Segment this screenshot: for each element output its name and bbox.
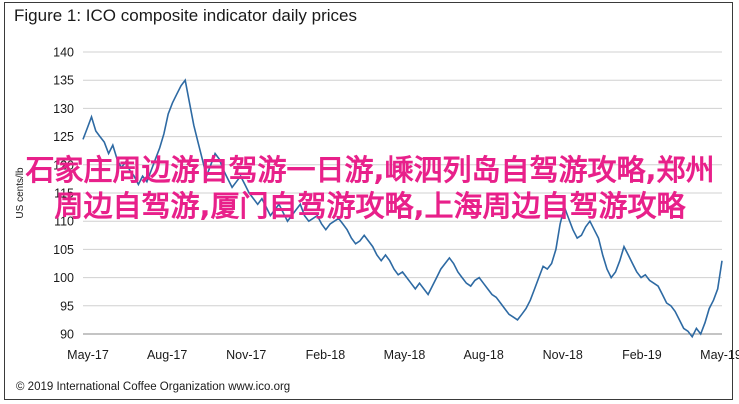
y-axis-label: US cents/lb xyxy=(15,167,26,219)
y-tick-label: 140 xyxy=(53,46,74,60)
x-tick-label: May-19 xyxy=(700,348,739,362)
y-tick-label: 90 xyxy=(60,328,74,342)
x-tick-label: Aug-17 xyxy=(147,348,187,362)
gridlines xyxy=(83,51,722,307)
price-series-line xyxy=(82,78,723,339)
y-tick-label: 135 xyxy=(53,74,74,88)
x-tick-label: May-17 xyxy=(67,348,109,362)
x-tick-label: Nov-18 xyxy=(543,348,583,362)
y-axis-ticks: 90 95 100 105 110 115 120 125 130 135 140 xyxy=(53,46,74,342)
overlay-watermark-text: 石家庄周边游自驾游一日游,嵊泗列岛自驾游攻略,郑州周边自驾游,厦门自驾游攻略,上… xyxy=(25,153,715,223)
y-tick-label: 120 xyxy=(53,158,74,172)
x-tick-label: Feb-19 xyxy=(622,348,662,362)
x-axis-ticks: May-17 Aug-17 Nov-17 Feb-18 May-18 Aug-18 Nov-… xyxy=(67,348,739,362)
y-tick-label: 100 xyxy=(53,271,74,285)
y-tick-label: 110 xyxy=(54,215,74,229)
x-tick-label: Feb-18 xyxy=(306,348,346,362)
copyright-notice: © 2019 International Coffee Organization… xyxy=(16,381,291,393)
y-tick-label: 95 xyxy=(60,299,74,313)
y-tick-label: 105 xyxy=(53,243,74,257)
chart-title: Figure 1: ICO composite indicator daily … xyxy=(14,6,357,25)
y-tick-label: 125 xyxy=(53,130,74,144)
x-tick-label: Nov-17 xyxy=(226,348,266,362)
y-tick-label: 115 xyxy=(54,187,74,201)
x-tick-label: May-18 xyxy=(384,348,426,362)
x-tick-label: Aug-18 xyxy=(463,348,503,362)
y-tick-label: 130 xyxy=(53,102,74,116)
